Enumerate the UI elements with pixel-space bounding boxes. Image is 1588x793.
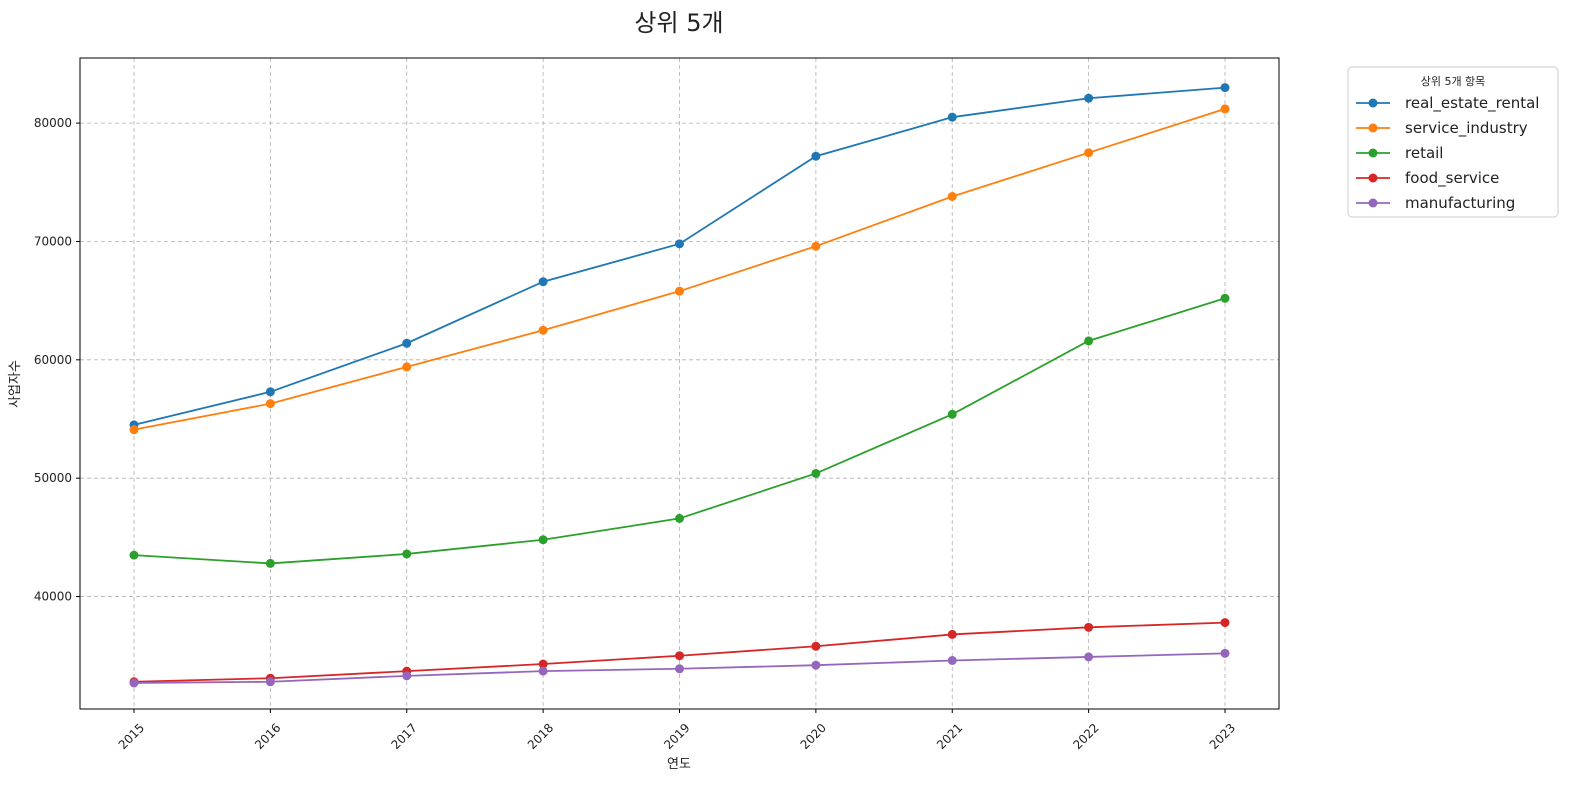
series-retail <box>129 293 1230 568</box>
x-tick-label: 2017 <box>388 721 419 752</box>
data-point <box>538 659 548 669</box>
data-point <box>538 666 548 676</box>
data-point <box>265 558 275 568</box>
data-point <box>129 425 139 435</box>
legend-item-manufacturing: manufacturing <box>1356 194 1515 212</box>
series-manufacturing <box>129 648 1230 688</box>
data-point <box>811 151 821 161</box>
legend-item-real_estate_rental: real_estate_rental <box>1356 94 1539 113</box>
data-point <box>129 550 139 560</box>
data-point <box>265 399 275 409</box>
legend-item-service_industry: service_industry <box>1356 119 1528 138</box>
data-point <box>811 241 821 251</box>
data-point <box>947 112 957 122</box>
y-tick-label: 60000 <box>34 353 72 367</box>
legend-label: food_service <box>1405 169 1499 188</box>
legend-swatch-marker <box>1368 173 1378 183</box>
x-tick-label: 2016 <box>252 721 283 752</box>
x-tick-label: 2020 <box>798 721 829 752</box>
data-point <box>538 535 548 545</box>
legend-label: manufacturing <box>1405 194 1515 212</box>
data-point <box>675 286 684 296</box>
data-point <box>947 629 957 639</box>
legend-swatch-marker <box>1368 148 1378 158</box>
x-tick-label: 2023 <box>1207 721 1238 752</box>
data-point <box>538 277 548 287</box>
legend-swatch-marker <box>1368 123 1378 133</box>
legend-box <box>1347 66 1559 218</box>
legend-label: real_estate_rental <box>1405 94 1539 113</box>
data-point <box>402 362 412 372</box>
data-point <box>1084 652 1094 662</box>
data-point <box>1220 83 1230 93</box>
y-tick-label: 40000 <box>34 590 72 604</box>
data-point <box>1084 148 1094 158</box>
y-axis: 40000 50000 60000 70000 80000 <box>34 116 80 604</box>
grid-lines <box>80 58 1279 709</box>
data-point <box>675 664 684 674</box>
x-tick-label: 2022 <box>1070 721 1101 752</box>
legend-swatch-marker <box>1368 98 1378 108</box>
data-point <box>811 468 821 478</box>
legend: 상위 5개 항목 real_estate_rental service_indus… <box>1347 66 1559 218</box>
legend-item-food_service: food_service <box>1356 169 1499 188</box>
x-tick-label: 2021 <box>934 721 965 752</box>
data-point <box>402 549 412 559</box>
data-point <box>811 641 821 651</box>
data-point <box>265 387 275 397</box>
data-point <box>265 677 275 687</box>
data-point <box>947 655 957 665</box>
x-axis-label: 연도 <box>667 757 691 772</box>
data-point <box>402 338 412 348</box>
data-point <box>1220 293 1230 303</box>
chart-title: 상위 5개 <box>634 9 723 37</box>
data-point <box>947 191 957 201</box>
data-point <box>1220 104 1230 114</box>
data-point <box>1084 622 1094 632</box>
y-tick-label: 70000 <box>34 234 72 248</box>
data-point <box>538 325 548 335</box>
x-axis: 2015 2016 2017 2018 2019 2020 2021 2022 2023 <box>116 709 1238 752</box>
data-point <box>402 671 412 681</box>
legend-label: service_industry <box>1405 119 1528 138</box>
x-tick-label: 2015 <box>116 721 147 752</box>
series-layer <box>129 83 1230 688</box>
y-axis-label: 사업자수 <box>8 360 23 408</box>
legend-swatch-marker <box>1368 198 1378 208</box>
data-point <box>947 409 957 419</box>
data-point <box>675 651 684 661</box>
data-point <box>811 660 821 670</box>
data-point <box>675 239 684 249</box>
data-point <box>1084 93 1094 103</box>
legend-title: 상위 5개 항목 <box>1421 75 1486 88</box>
legend-label: retail <box>1405 144 1443 162</box>
data-point <box>1084 336 1094 346</box>
y-tick-label: 50000 <box>34 471 72 485</box>
data-point <box>675 513 684 523</box>
series-real_estate_rental <box>129 83 1230 430</box>
y-tick-label: 80000 <box>34 116 72 130</box>
data-point <box>1220 648 1230 658</box>
series-service_industry <box>129 104 1230 435</box>
x-tick-label: 2019 <box>661 721 692 752</box>
data-point <box>129 678 139 688</box>
x-tick-label: 2018 <box>525 721 556 752</box>
data-point <box>1220 618 1230 628</box>
legend-item-retail: retail <box>1356 144 1443 162</box>
